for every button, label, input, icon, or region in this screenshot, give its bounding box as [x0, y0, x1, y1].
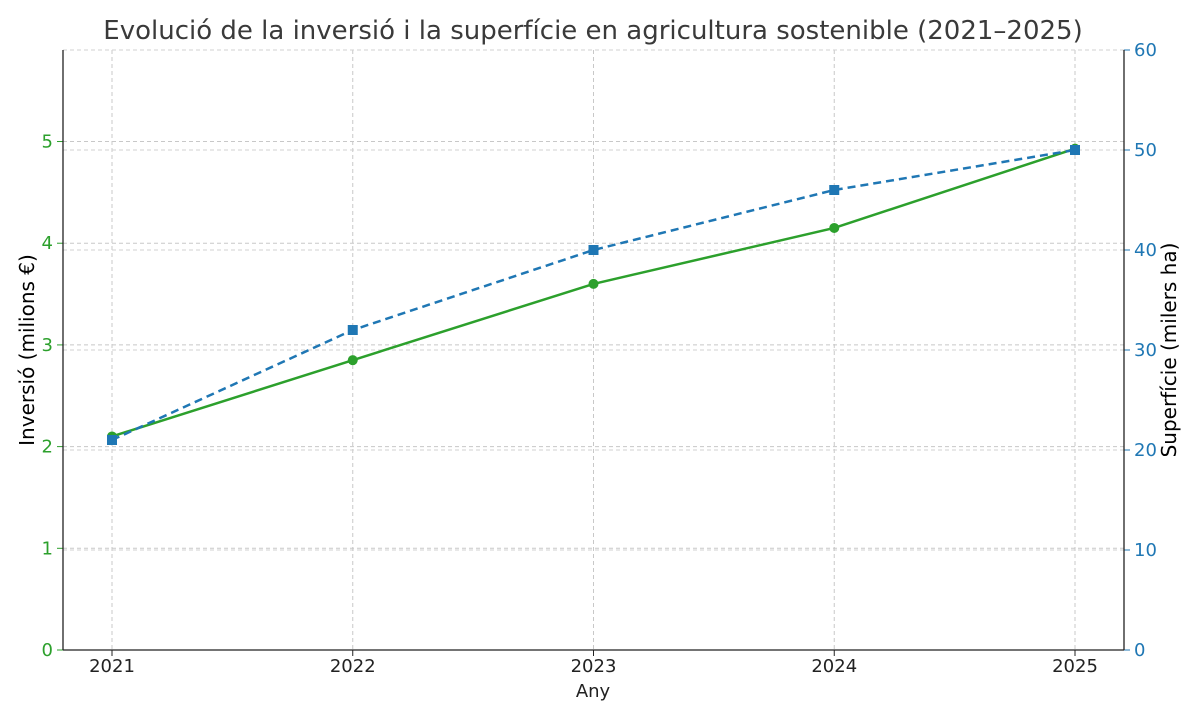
y-right-tick-label: 0 [1134, 640, 1145, 661]
y-left-tick-label: 5 [42, 132, 53, 153]
y-right-tick-label: 20 [1134, 440, 1157, 461]
y-right-tick-label: 60 [1134, 40, 1157, 61]
y-right-tick-label: 40 [1134, 240, 1157, 261]
y-axis-right-label: Superfície (milers ha) [1157, 243, 1181, 458]
x-tick-label: 2022 [330, 656, 376, 677]
y-left-tick-label: 3 [42, 335, 53, 356]
data-point-square [1070, 145, 1080, 155]
y-left-tick-label: 0 [42, 640, 53, 661]
data-point-circle [588, 278, 599, 289]
series-line-right [111, 148, 1076, 442]
x-tick-label: 2024 [811, 656, 857, 677]
chart-title: Evolució de la inversió i la superfície … [103, 16, 1082, 46]
x-tick-label: 2025 [1052, 656, 1098, 677]
y-left-tick-label: 2 [42, 437, 53, 458]
x-tick-label: 2021 [89, 656, 135, 677]
data-point-square [588, 245, 599, 255]
data-point-square [107, 435, 117, 445]
y-left-tick-label: 1 [42, 538, 53, 559]
x-tick-label: 2023 [571, 656, 617, 677]
x-axis-label: Any [576, 681, 611, 702]
data-point-square [347, 325, 358, 335]
data-point-circle [829, 222, 840, 233]
series-layer [107, 143, 1080, 445]
y-right-tick-label: 30 [1134, 340, 1157, 361]
data-point-square [829, 185, 840, 195]
y-right-tick-label: 50 [1134, 140, 1157, 161]
grid [63, 49, 1124, 651]
y-left-tick-label: 4 [42, 233, 53, 254]
y-axis-left-label: Inversió (milions €) [15, 254, 39, 446]
data-point-circle [347, 355, 358, 366]
y-right-tick-label: 10 [1134, 540, 1157, 561]
